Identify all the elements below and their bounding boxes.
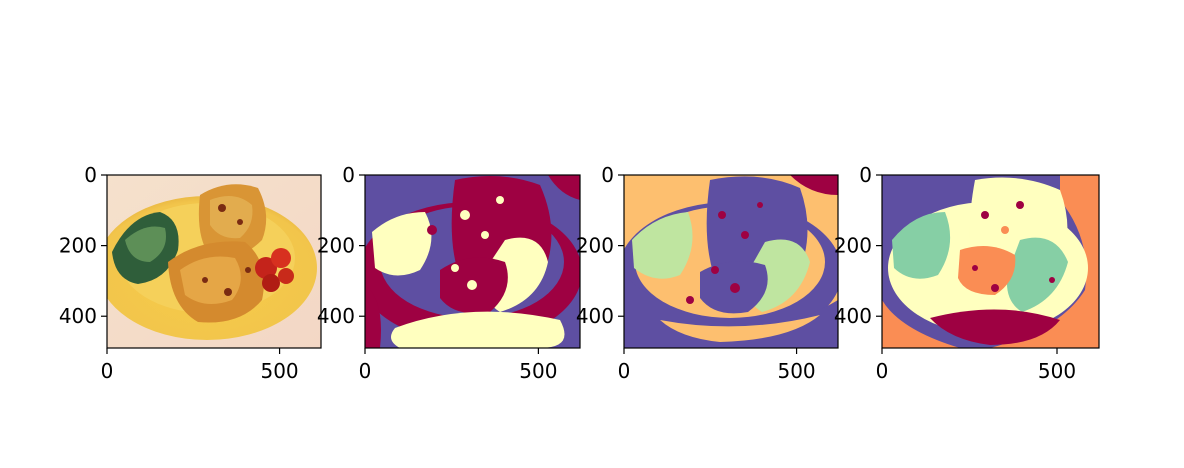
x-tick-label: 0	[101, 359, 114, 383]
axes-panel-photo	[106, 174, 322, 349]
axes-panel-segmentation-3	[364, 174, 581, 349]
y-tick-label: 400	[59, 304, 97, 328]
y-tick-label: 200	[59, 234, 97, 258]
segmentation-4-image	[624, 175, 838, 348]
axes-frame	[623, 174, 839, 349]
x-tick-label: 500	[519, 359, 557, 383]
axes-frame	[106, 174, 322, 349]
x-tick-label: 500	[777, 359, 815, 383]
y-tick-label: 0	[342, 163, 355, 187]
y-tick-label: 200	[576, 234, 614, 258]
x-tick-label: 0	[618, 359, 631, 383]
y-tick-label: 0	[601, 163, 614, 187]
axes-frame	[881, 174, 1100, 349]
x-tick-label: 0	[359, 359, 372, 383]
axes-panel-segmentation-5	[881, 174, 1100, 349]
y-tick-label: 400	[576, 304, 614, 328]
y-tick-label: 200	[834, 234, 872, 258]
axes-frame	[364, 174, 581, 349]
segmentation-5-image	[882, 175, 1099, 348]
x-tick-label: 0	[876, 359, 889, 383]
x-tick-label: 500	[260, 359, 298, 383]
axes-panel-segmentation-4	[623, 174, 839, 349]
y-tick-label: 200	[317, 234, 355, 258]
x-tick-label: 500	[1038, 359, 1076, 383]
food-photo-image	[107, 175, 321, 348]
y-tick-label: 0	[84, 163, 97, 187]
y-tick-label: 0	[859, 163, 872, 187]
segmentation-3-image	[365, 175, 580, 348]
y-tick-label: 400	[834, 304, 872, 328]
y-tick-label: 400	[317, 304, 355, 328]
